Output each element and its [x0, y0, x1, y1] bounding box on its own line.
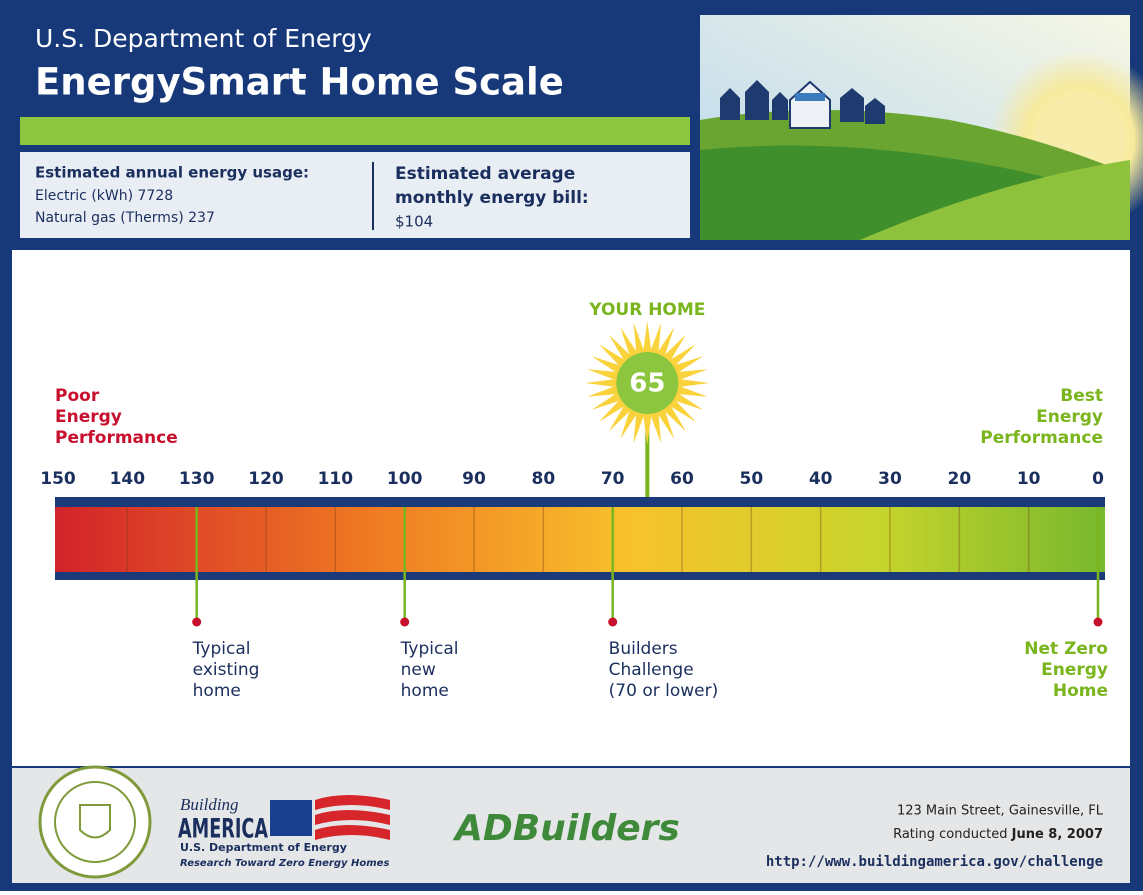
tick-label: 110 [318, 469, 354, 489]
tick-label: 20 [947, 469, 971, 489]
marker-dot [400, 618, 409, 627]
builder-logo: ADBuilders [452, 808, 680, 849]
usage-line: Electric (kWh) 7728 [35, 188, 173, 204]
agency: U.S. Department of Energy [35, 24, 372, 53]
logo-tagline: Research Toward Zero Energy Homes [180, 858, 389, 869]
best-label: Performance [980, 428, 1103, 448]
marker-dot [608, 618, 617, 627]
tick-label: 40 [809, 469, 833, 489]
rating-prefix: Rating conducted [893, 827, 1007, 842]
poor-label: Energy [55, 407, 122, 427]
marker-label: Challenge [609, 660, 694, 680]
marker-label: Home [1053, 681, 1108, 701]
tick-label: 150 [40, 469, 76, 489]
usage-heading: Estimated annual energy usage: [35, 164, 309, 182]
marker-label: Energy [1041, 660, 1108, 680]
tick-label: 50 [739, 469, 763, 489]
marker-label: existing [193, 660, 260, 680]
usage-line: Natural gas (Therms) 237 [35, 210, 215, 226]
url: http://www.buildingamerica.gov/challenge [766, 854, 1103, 870]
tick-label: 120 [248, 469, 284, 489]
your-home-label: YOUR HOME [588, 300, 705, 320]
marker-label: home [401, 681, 449, 701]
bill-heading: Estimated average [395, 164, 575, 184]
tick-label: 140 [110, 469, 146, 489]
tick-label: 0 [1092, 469, 1104, 489]
best-label: Energy [1036, 407, 1103, 427]
best-label: Best [1060, 386, 1103, 406]
tick-label: 130 [179, 469, 215, 489]
scale-gradient [55, 507, 1105, 572]
logo-script: Building [180, 795, 239, 814]
poor-label: Poor [55, 386, 100, 406]
tick-label: 10 [1017, 469, 1041, 489]
logo-wordmark: AMERICA [178, 814, 268, 845]
tick-label: 70 [601, 469, 625, 489]
marker-label: (70 or lower) [609, 681, 719, 701]
rating: Rating conducted June 8, 2007 [893, 827, 1103, 842]
rating-date: June 8, 2007 [1011, 827, 1103, 842]
logo-agency: U.S. Department of Energy [180, 841, 347, 854]
marker-label: home [193, 681, 241, 701]
your-home-value: 65 [629, 369, 665, 399]
title: EnergySmart Home Scale [35, 61, 564, 104]
doe-seal [40, 767, 150, 877]
infographic: U.S. Department of Energy EnergySmart Ho… [0, 0, 1143, 891]
marker-label: Typical [400, 639, 459, 659]
accent-bar [20, 117, 690, 145]
poor-label: Performance [55, 428, 178, 448]
page: {"header": {"agency": "U.S. Department o… [0, 0, 1143, 891]
tick-label: 60 [670, 469, 694, 489]
header-image [700, 15, 1143, 240]
bill-heading: monthly energy bill: [395, 188, 589, 208]
address: 123 Main Street, Gainesville, FL [897, 804, 1104, 819]
tick-label: 100 [387, 469, 423, 489]
marker-dot [1094, 618, 1103, 627]
marker-dot [192, 618, 201, 627]
tick-label: 80 [531, 469, 555, 489]
marker-label: Builders [609, 639, 678, 659]
bill-amount: $104 [395, 213, 433, 231]
tick-label: 90 [462, 469, 486, 489]
tick-label: 30 [878, 469, 902, 489]
marker-label: new [401, 660, 436, 680]
marker-label: Typical [192, 639, 251, 659]
marker-label: Net Zero [1024, 639, 1108, 659]
